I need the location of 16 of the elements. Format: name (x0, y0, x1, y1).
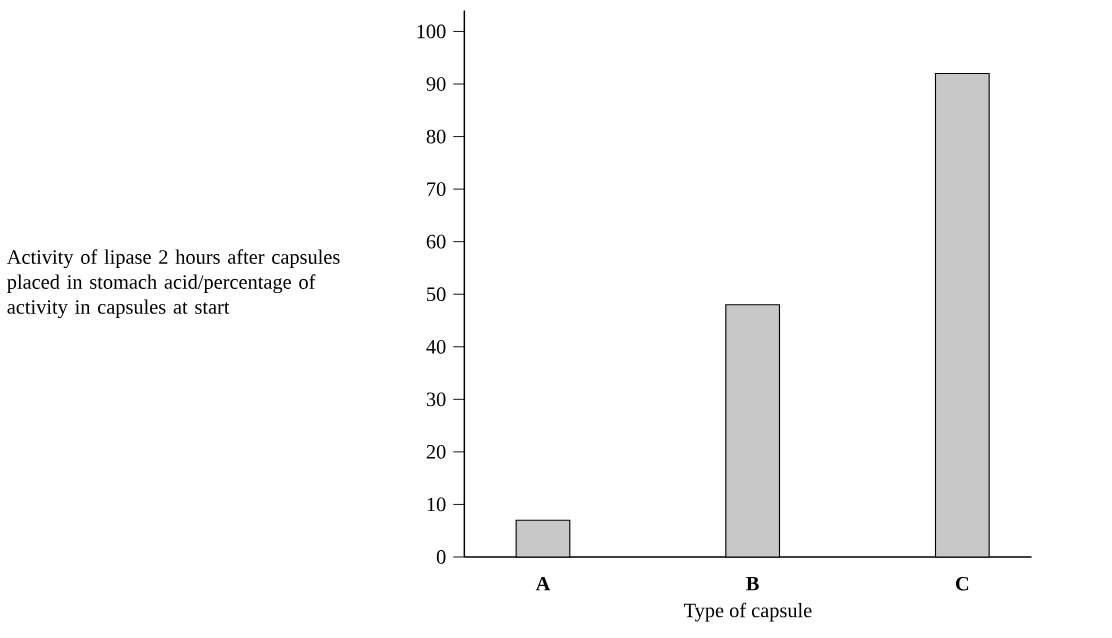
y-tick-label: 90 (426, 76, 446, 91)
y-tick-label: 0 (436, 549, 446, 564)
x-axis-title: Type of capsule (684, 602, 812, 622)
y-tick-label: 70 (427, 182, 446, 196)
y-tick-label: 20 (426, 444, 446, 459)
x-tick-label: B (746, 576, 759, 591)
y-tick-label: 80 (426, 129, 446, 144)
y-tick-label: 100 (417, 24, 446, 39)
y-tick-label: 40 (426, 339, 446, 354)
y-tick-label: 60 (426, 234, 446, 249)
x-tick-label: A (535, 576, 551, 591)
y-tick-label: 50 (427, 287, 446, 301)
y-axis-title: Activity of lipase 2 hours after capsules placed in stomach acid/percentage of activity in capsules at start (6, 249, 340, 318)
y-tick-label: 10 (427, 497, 446, 512)
x-tick-label: C (955, 576, 969, 591)
y-tick-label: 30 (426, 392, 446, 406)
